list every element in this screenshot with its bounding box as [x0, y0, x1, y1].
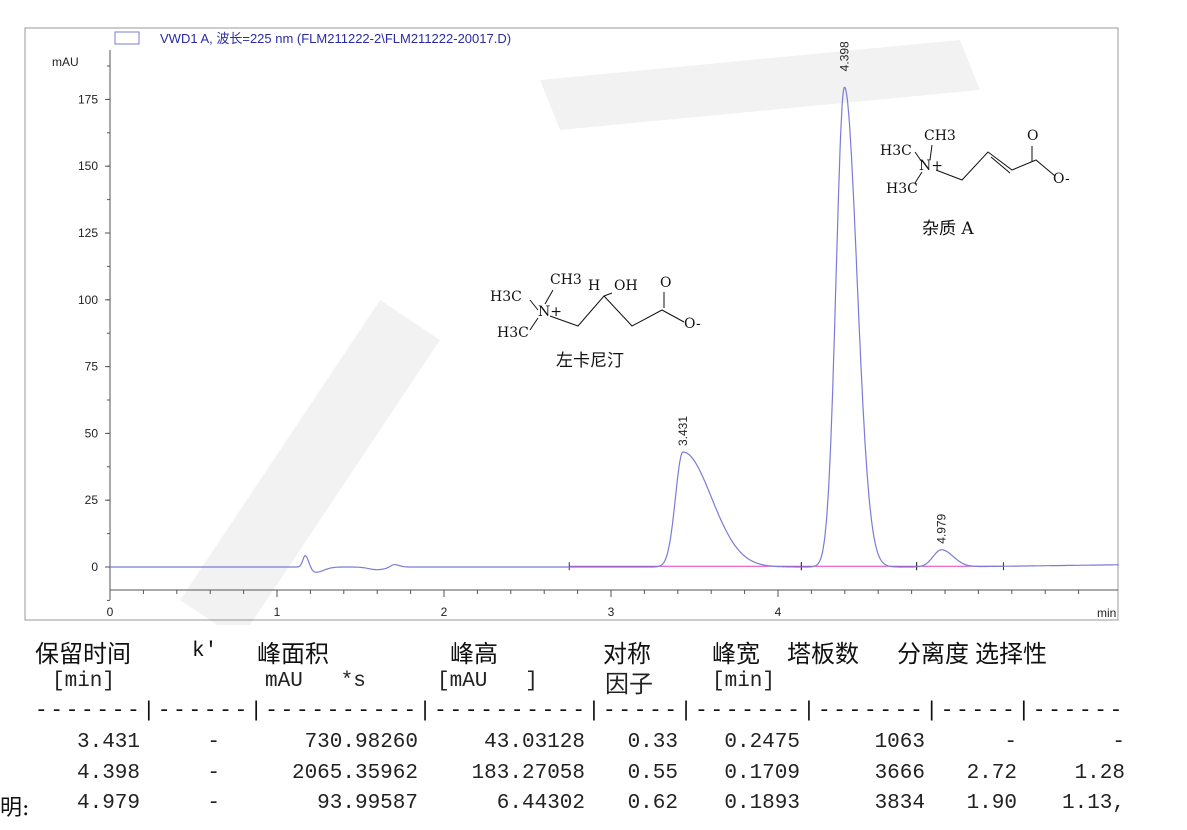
chromatogram-chart: VWD1 A, 波长=225 nm (FLM211222-2\FLM211222… [24, 27, 1119, 625]
table-cell: 1063 [874, 731, 925, 754]
atom-label: N+ [538, 304, 562, 320]
y-axis-label: mAU [52, 55, 79, 69]
y-tick-label: 25 [85, 493, 99, 507]
table-cell: 4.398 [76, 761, 140, 785]
table-cell: 3666 [874, 761, 925, 785]
x-tick-label: 2 [441, 605, 448, 619]
unit-symmetry: 因子 [605, 670, 653, 698]
atom-label: O- [684, 316, 701, 332]
header-plates: 塔板数 [787, 640, 859, 668]
atom-label: H3C [497, 325, 529, 341]
table-cell: 1.28 [1074, 761, 1125, 785]
legend-swatch [114, 31, 140, 45]
y-tick-label: 100 [78, 293, 98, 307]
peak-label: 3.431 [676, 416, 690, 446]
atom-label: H3C [880, 143, 912, 159]
y-tick-label: 0 [91, 560, 98, 574]
table-cell: 730.98260 [304, 731, 418, 754]
table-cell: 0.1893 [724, 792, 800, 815]
table-cell: 43.03128 [484, 731, 585, 754]
table-cell: 0.2475 [724, 731, 800, 754]
table-cell: 6.44302 [496, 792, 585, 815]
watermark [180, 40, 980, 625]
header-resolution: 分离度 [897, 640, 969, 668]
atom-label: O [1027, 128, 1038, 144]
atom-label: CH3 [924, 128, 956, 144]
table-cell: - [207, 731, 220, 754]
y-tick-label: 50 [85, 426, 99, 440]
atom-label: O [660, 275, 671, 291]
y-tick-label: 125 [78, 226, 98, 240]
table-cell: 1.90 [966, 792, 1017, 815]
table-cell: 4.979 [76, 792, 140, 815]
table-cell: 3834 [874, 792, 925, 815]
unit-rt: [min] [52, 670, 116, 693]
table-cell: 0.55 [627, 761, 678, 785]
unit-area: mAU *s [265, 670, 366, 693]
header-k: k' [192, 640, 218, 663]
table-cell: 0.1709 [724, 761, 800, 785]
y-tick-label: 150 [78, 159, 98, 173]
header-symmetry: 对称 [603, 640, 651, 668]
table-cell: 3.431 [76, 731, 140, 754]
atom-label: H3C [490, 289, 522, 305]
y-tick-label: 75 [85, 360, 99, 374]
table-cell: 2065.35962 [291, 761, 418, 785]
atom-label: O- [1053, 171, 1070, 187]
header-area: 峰面积 [257, 640, 329, 668]
atom-label: CH3 [550, 272, 582, 288]
table-cell: - [207, 792, 220, 815]
table-cell: - [1004, 731, 1017, 754]
table-cell: 93.99587 [317, 792, 418, 815]
legend-label: VWD1 A, 波长=225 nm (FLM211222-2\FLM211222… [160, 31, 511, 46]
x-tick-label: 1 [274, 605, 281, 619]
structure-name: 杂质 A [922, 219, 974, 239]
y-tick-label: 175 [78, 92, 98, 106]
structure-levocarnitine: H3C CH3 H OH O N+ H3C O- 左卡尼汀 [490, 272, 701, 371]
table-cell: - [1112, 731, 1125, 754]
x-tick-label: 0 [107, 605, 114, 619]
header-retention-time: 保留时间 [35, 640, 131, 668]
x-tick-label: 3 [608, 605, 615, 619]
atom-label: OH [614, 278, 638, 294]
table-cell: 0.33 [627, 731, 678, 754]
table-cell: - [207, 761, 220, 785]
unit-height: [mAU ] [437, 670, 538, 693]
chromatogram-trace [110, 86, 1119, 573]
structure-name: 左卡尼汀 [556, 351, 624, 371]
header-height: 峰高 [450, 640, 498, 668]
table-cell: 2.72 [966, 761, 1017, 785]
structure-impurity-a: H3C CH3 N+ H3C O O- 杂质 A [880, 128, 1070, 239]
table-cell: 0.62 [627, 792, 678, 815]
x-tick-label: 4 [775, 605, 782, 619]
table-cell: 1.13, [1061, 792, 1125, 815]
plot-frame [24, 27, 1119, 621]
x-axis-label: min [1097, 606, 1116, 620]
peak-label: 4.979 [934, 513, 948, 543]
table-separator: -------|------|----------|----------|---… [35, 700, 1125, 723]
unit-width: [min] [712, 670, 776, 693]
header-selectivity: 选择性 [975, 640, 1047, 668]
peak-label: 4.398 [837, 41, 851, 71]
atom-label: H [588, 278, 600, 294]
atom-label: H3C [886, 181, 918, 197]
table-cell: 183.27058 [471, 761, 585, 785]
header-width: 峰宽 [712, 640, 760, 668]
side-label: 明: [0, 796, 30, 821]
